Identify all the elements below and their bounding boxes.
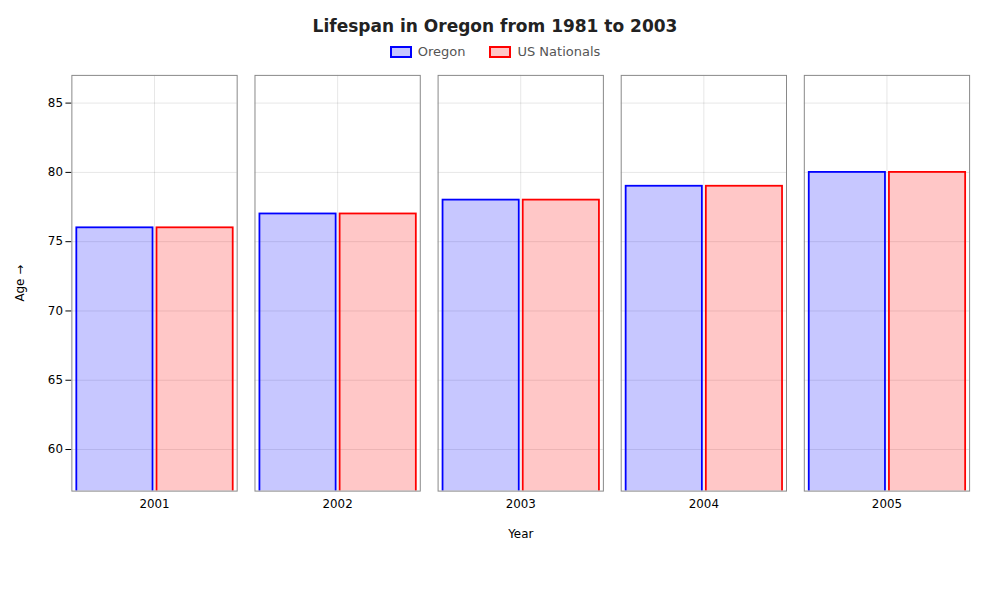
svg-text:75: 75 [48, 234, 63, 248]
svg-text:2004: 2004 [689, 497, 719, 511]
svg-text:2001: 2001 [139, 497, 169, 511]
html-text:Oregon: Oregon [417, 44, 466, 59]
svg-text:2003: 2003 [506, 497, 536, 511]
svg-text:2002: 2002 [323, 497, 353, 511]
svg-text:85: 85 [48, 96, 63, 110]
html-text:Lifespan in Oregon from 1981 t: Lifespan in Oregon from 1981 to 2003 [312, 16, 678, 36]
svg-text:65: 65 [48, 373, 63, 387]
svg-text:60: 60 [48, 442, 63, 456]
svg-text:80: 80 [48, 165, 63, 179]
svg-text:70: 70 [48, 304, 63, 318]
svg-text:2005: 2005 [872, 497, 902, 511]
svg-text:Year: Year [507, 527, 533, 540]
html-text:US Nationals: US Nationals [517, 44, 601, 59]
svg-text:Age →: Age → [13, 265, 27, 302]
